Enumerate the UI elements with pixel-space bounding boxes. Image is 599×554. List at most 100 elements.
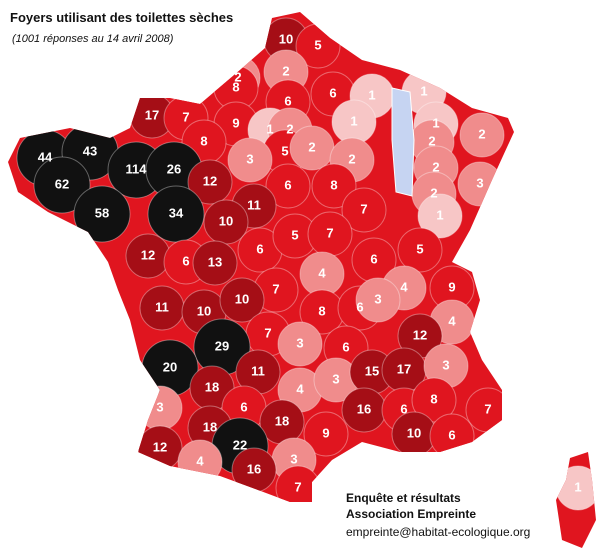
region-fill	[417, 193, 463, 239]
region-fill	[355, 277, 401, 323]
no-data-region	[391, 87, 415, 197]
region-value: 4	[448, 313, 456, 328]
region-value: 10	[219, 213, 233, 228]
region-value: 6	[256, 241, 263, 256]
region-value: 18	[205, 379, 219, 394]
region-value: 17	[145, 107, 159, 122]
region-value: 11	[247, 197, 261, 212]
region-value: 6	[370, 251, 377, 266]
region-value: 4	[318, 265, 326, 280]
region-value: 15	[365, 363, 379, 378]
region-value: 6	[284, 93, 291, 108]
region-value: 16	[247, 461, 261, 476]
region-value: 4	[196, 453, 204, 468]
region-value: 4	[400, 279, 408, 294]
region-value: 3	[374, 291, 381, 306]
region-value: 3	[156, 399, 163, 414]
region-value: 3	[476, 175, 483, 190]
region-value: 43	[83, 143, 97, 158]
region-fill	[192, 240, 238, 286]
region-value: 8	[318, 303, 325, 318]
region-fills	[16, 17, 596, 511]
region-value: 16	[357, 401, 371, 416]
region-value: 8	[430, 391, 437, 406]
region-value: 7	[294, 479, 301, 494]
region-value: 1	[574, 479, 581, 494]
region-value: 1	[350, 113, 357, 128]
region-value: 2	[282, 63, 289, 78]
region-value: 6	[448, 427, 455, 442]
region-fill	[303, 411, 349, 457]
region-value: 3	[442, 357, 449, 372]
region-value: 12	[153, 439, 167, 454]
region-fill	[33, 156, 91, 214]
region-value: 22	[233, 437, 247, 452]
region-value: 13	[208, 254, 222, 269]
credit-line: Enquête et résultats	[346, 491, 461, 505]
region-value: 1	[420, 83, 427, 98]
region-value: 2	[432, 159, 439, 174]
region-fill	[227, 137, 273, 183]
region-value: 1	[368, 87, 375, 102]
region-value: 7	[484, 401, 491, 416]
region-value: 6	[400, 401, 407, 416]
region-value: 5	[416, 241, 423, 256]
region-value: 11	[155, 299, 169, 314]
region-value: 17	[397, 361, 411, 376]
region-value: 12	[413, 327, 427, 342]
region-value: 5	[291, 227, 298, 242]
region-value: 2	[478, 126, 485, 141]
region-value: 3	[296, 335, 303, 350]
region-value: 12	[141, 247, 155, 262]
region-value: 9	[232, 115, 239, 130]
region-fill	[459, 112, 505, 158]
region-fill	[73, 185, 131, 243]
region-value: 2	[308, 139, 315, 154]
region-value: 7	[360, 201, 367, 216]
region-value: 20	[163, 359, 177, 374]
region-fill	[397, 227, 443, 273]
region-fill	[411, 377, 457, 423]
region-value: 26	[167, 161, 181, 176]
subtitle: (1001 réponses au 14 avril 2008)	[12, 33, 174, 45]
region-fill	[219, 277, 265, 323]
region-value: 2	[234, 69, 241, 84]
region-value: 10	[235, 291, 249, 306]
region-value: 7	[272, 281, 279, 296]
region-fill	[147, 185, 205, 243]
region-value: 2	[428, 133, 435, 148]
region-value: 7	[182, 109, 189, 124]
region-value: 6	[182, 253, 189, 268]
region-value: 3	[332, 371, 339, 386]
region-value: 7	[326, 225, 333, 240]
region-value: 7	[264, 325, 271, 340]
region-value: 8	[330, 177, 337, 192]
region-value: 6	[356, 299, 363, 314]
region-value: 2	[286, 121, 293, 136]
region-value: 4	[296, 381, 304, 396]
region-value: 12	[203, 173, 217, 188]
region-value: 6	[342, 339, 349, 354]
credit-line: Association Empreinte	[346, 507, 477, 521]
region-value: 18	[203, 419, 217, 434]
region-value: 11	[251, 363, 265, 378]
region-value: 6	[329, 85, 336, 100]
region-value: 114	[126, 161, 148, 176]
credit-email: empreinte@habitat-ecologique.org	[346, 525, 531, 539]
region-value: 3	[246, 151, 253, 166]
region-value: 34	[169, 205, 184, 220]
region-value: 29	[215, 338, 229, 353]
region-value: 1	[266, 121, 273, 136]
region-value: 6	[240, 399, 247, 414]
region-value: 10	[407, 425, 421, 440]
region-value: 58	[95, 205, 109, 220]
region-value: 10	[197, 303, 211, 318]
region-value: 2	[430, 185, 437, 200]
region-value: 5	[281, 143, 288, 158]
region-value: 3	[290, 451, 297, 466]
region-value: 1	[432, 115, 439, 130]
title: Foyers utilisant des toilettes sèches	[10, 10, 234, 25]
